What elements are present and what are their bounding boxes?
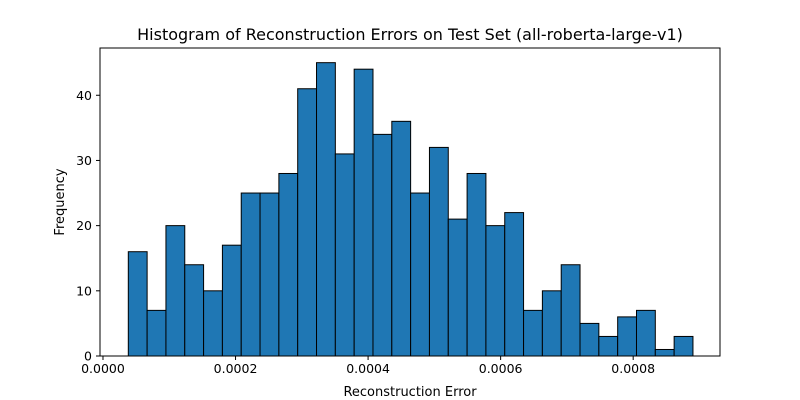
x-tick-label: 0.0000 — [81, 361, 125, 376]
histogram-bar — [617, 316, 637, 357]
histogram-bar — [221, 244, 242, 357]
histogram-bar — [654, 348, 675, 357]
x-tick-label: 0.0006 — [479, 361, 523, 376]
histogram-bar — [203, 290, 223, 357]
x-axis-label: Reconstruction Error — [343, 385, 477, 400]
plot-frame — [99, 47, 721, 357]
histogram-bar — [353, 68, 374, 357]
histogram-bar — [635, 309, 656, 357]
x-tick-label: 0.0008 — [611, 361, 655, 376]
histogram-bar — [391, 120, 412, 357]
histogram-bar — [485, 225, 506, 357]
x-tick-label: 0.0004 — [346, 361, 390, 376]
y-tick-label: 10 — [76, 283, 92, 298]
bars-group — [127, 62, 694, 357]
histogram-bar — [466, 172, 487, 357]
histogram-bar — [523, 309, 543, 357]
y-tick-label: 20 — [76, 218, 92, 233]
histogram-bar — [334, 153, 355, 357]
histogram-bar — [184, 264, 205, 357]
x-axis: 0.0000 0.0002 0.0004 0.0006 0.0008 — [81, 356, 655, 376]
histogram-bar — [410, 192, 430, 357]
histogram-bar — [259, 192, 280, 357]
histogram-bar — [297, 88, 318, 357]
y-axis-label: Frequency — [53, 168, 68, 235]
histogram-bar — [598, 335, 619, 357]
histogram-bar — [447, 218, 468, 357]
histogram-bar — [127, 251, 148, 357]
chart-title: Histogram of Reconstruction Errors on Te… — [137, 25, 683, 44]
histogram-bar — [146, 309, 167, 357]
x-tick-label: 0.0002 — [214, 361, 258, 376]
y-axis: 0 10 20 30 40 — [76, 88, 100, 364]
y-tick-label: 40 — [76, 88, 92, 103]
histogram-bar — [673, 335, 694, 357]
histogram-bar — [428, 146, 449, 357]
histogram-bar — [372, 133, 393, 357]
histogram-bar — [541, 290, 562, 357]
y-tick-label: 30 — [76, 153, 92, 168]
y-tick-label: 0 — [84, 349, 92, 364]
histogram-bar — [579, 322, 600, 357]
histogram-bar — [504, 212, 525, 357]
histogram-bar — [316, 62, 336, 357]
histogram-bar — [278, 172, 299, 357]
histogram-bar — [560, 264, 581, 357]
histogram-bar — [165, 225, 186, 357]
histogram-bar — [240, 192, 261, 357]
